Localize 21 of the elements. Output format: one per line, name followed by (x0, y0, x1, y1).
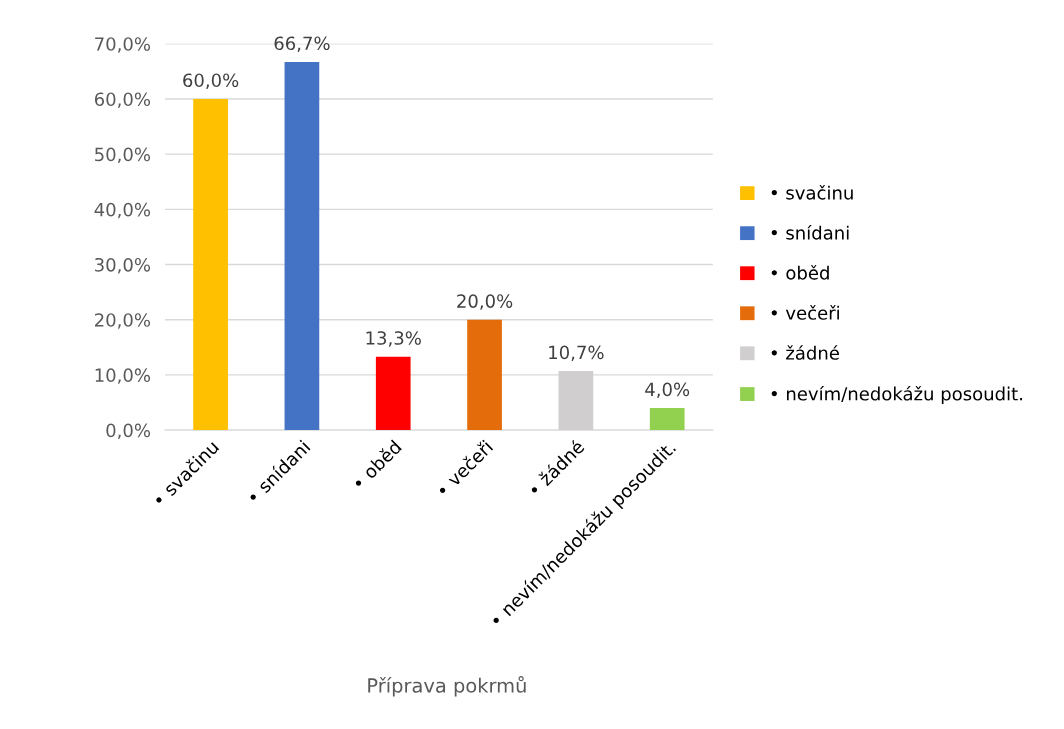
x-axis-title: Příprava pokrmů (368, 676, 526, 697)
data-label: 13,3% (366, 331, 421, 347)
data-label: 66,7% (274, 36, 330, 52)
y-tick-label: 60,0% (94, 92, 151, 108)
legend-label: • večeři (771, 305, 839, 320)
legend-label: • žádné (771, 345, 839, 360)
y-tick-label: 0,0% (106, 423, 151, 440)
y-tick-label: 70,0% (95, 37, 151, 53)
y-tick-label: 50,0% (95, 147, 151, 164)
data-label: 10,7% (549, 345, 604, 362)
legend-label: • nevím/nedokážu posoudit. (771, 385, 1022, 405)
data-label: 60,0% (183, 73, 239, 89)
y-tick-label: 10,0% (95, 368, 151, 384)
data-label: 4,0% (645, 382, 690, 399)
y-tick-label: 40,0% (94, 202, 151, 219)
y-tick-label: 20,0% (95, 313, 151, 329)
legend-label: • oběd (771, 265, 829, 280)
y-tick-label: 30,0% (95, 257, 151, 274)
legend-label: • svačinu (771, 184, 853, 200)
legend-label: • snídani (771, 224, 849, 240)
data-label: 20,0% (457, 294, 513, 310)
